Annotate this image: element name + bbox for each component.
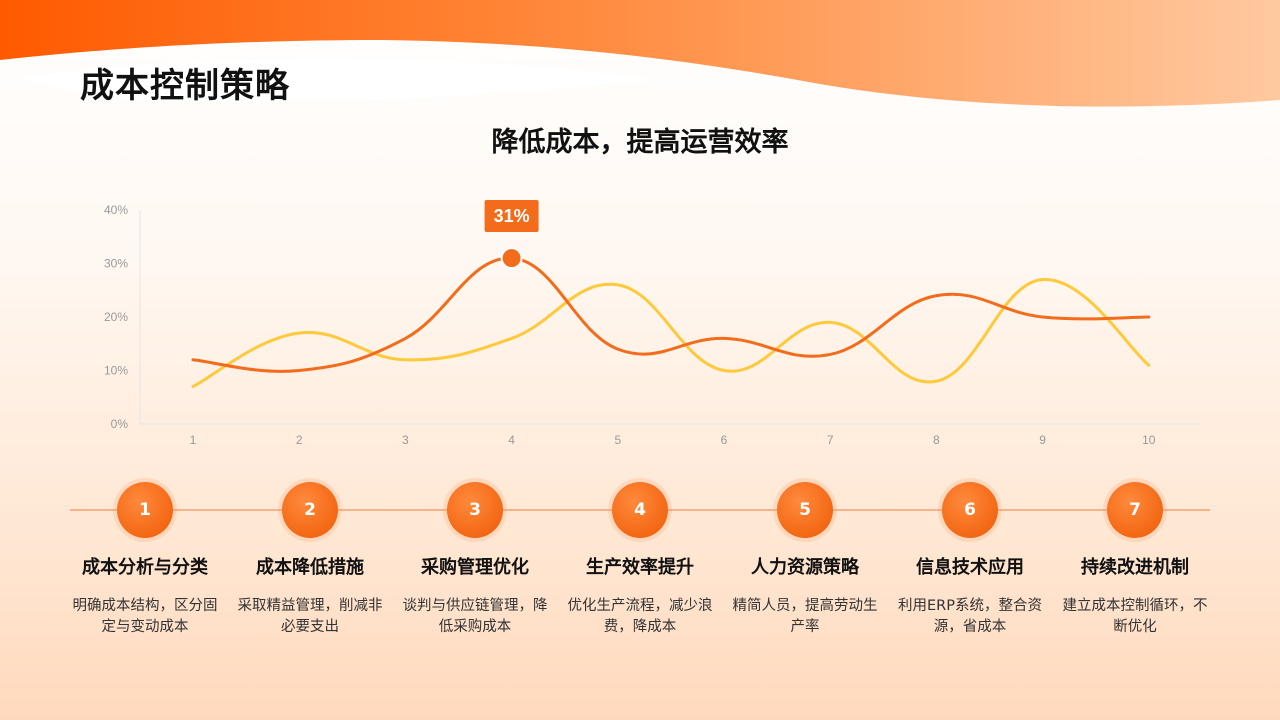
x-tick-label: 10 — [1142, 433, 1156, 447]
step-number-badge: 6 — [942, 482, 998, 538]
step-description: 采取精益管理，削减非必要支出 — [237, 598, 383, 635]
x-tick-label: 6 — [721, 433, 728, 447]
step-title: 持续改进机制 — [1081, 557, 1189, 578]
step-number-badge: 5 — [777, 482, 833, 538]
y-tick-label: 30% — [104, 257, 128, 271]
highlight-label: 31% — [494, 206, 530, 226]
x-tick-label: 2 — [296, 433, 303, 447]
step-description: 建立成本控制循环，不断优化 — [1062, 598, 1208, 635]
step-number-badge: 1 — [117, 482, 173, 538]
chart-title: 降低成本，提高运营效率 — [491, 127, 789, 158]
y-tick-label: 10% — [104, 364, 128, 378]
timeline-step: 1 成本分析与分类明确成本结构，区分固定与变动成本 — [70, 482, 220, 638]
step-number-badge: 4 — [612, 482, 668, 538]
x-tick-label: 9 — [1039, 433, 1046, 447]
timeline-step: 7 持续改进机制建立成本控制循环，不断优化 — [1060, 482, 1210, 638]
step-title: 信息技术应用 — [916, 557, 1024, 578]
timeline-step: 5 人力资源策略精简人员，提高劳动生产率 — [730, 482, 880, 638]
step-description: 精简人员，提高劳动生产率 — [732, 598, 878, 635]
series-line-1 — [191, 256, 1151, 373]
timeline-step: 6 信息技术应用利用ERP系统，整合资源，省成本 — [895, 482, 1045, 638]
step-number-badge: 2 — [282, 482, 338, 538]
x-tick-label: 8 — [933, 433, 940, 447]
line-chart: 0% 10% 20% 30% 40% 1 2 3 4 5 6 7 8 9 10 31% — [104, 200, 1200, 447]
step-description: 谈判与供应链管理，降低采购成本 — [402, 598, 548, 635]
step-number-badge: 3 — [447, 482, 503, 538]
step-description: 优化生产流程，减少浪费，降成本 — [567, 598, 713, 635]
y-tick-label: 20% — [104, 310, 128, 324]
step-title: 成本分析与分类 — [82, 557, 208, 578]
step-title: 采购管理优化 — [421, 557, 529, 578]
page-title: 成本控制策略 — [80, 66, 290, 106]
series-line-2 — [191, 278, 1151, 389]
highlight-point — [500, 247, 523, 270]
step-description: 明确成本结构，区分固定与变动成本 — [72, 598, 218, 635]
y-tick-label: 40% — [104, 203, 128, 217]
x-tick-label: 5 — [614, 433, 621, 447]
timeline-step: 2 成本降低措施采取精益管理，削减非必要支出 — [235, 482, 385, 638]
x-tick-label: 7 — [827, 433, 834, 447]
x-tick-label: 3 — [402, 433, 409, 447]
step-title: 生产效率提升 — [586, 557, 694, 578]
x-tick-label: 1 — [190, 433, 197, 447]
step-description: 利用ERP系统，整合资源，省成本 — [898, 598, 1042, 635]
x-tick-label: 4 — [508, 433, 515, 447]
step-title: 成本降低措施 — [256, 557, 364, 578]
highlight-label-box — [484, 200, 539, 232]
step-title: 人力资源策略 — [751, 557, 859, 578]
header-wave-decoration — [0, 0, 1280, 107]
timeline-step: 3 采购管理优化谈判与供应链管理，降低采购成本 — [400, 482, 550, 638]
y-tick-label: 0% — [111, 417, 129, 431]
step-number-badge: 7 — [1107, 482, 1163, 538]
timeline-step: 4 生产效率提升优化生产流程，减少浪费，降成本 — [565, 482, 715, 638]
